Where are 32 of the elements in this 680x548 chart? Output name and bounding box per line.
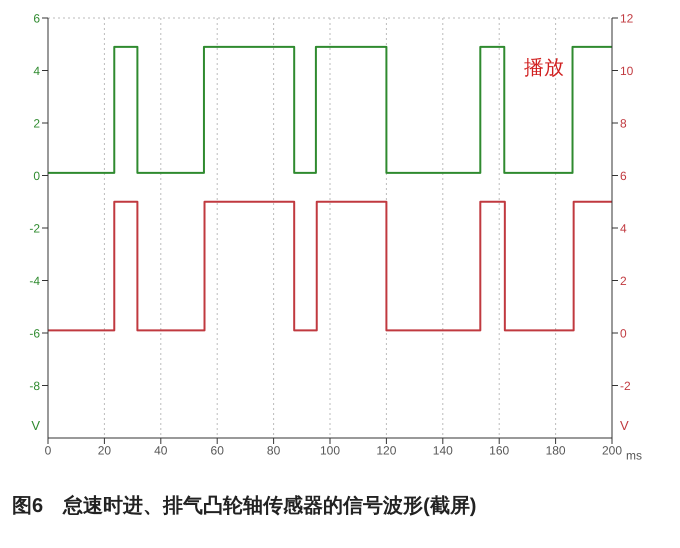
x-tick-label: 100	[320, 444, 340, 458]
x-tick-label: 20	[98, 444, 112, 458]
y2-tick-label: 4	[620, 221, 627, 236]
x-tick-label: 80	[266, 444, 281, 458]
y2-tick-label: 12	[620, 11, 634, 26]
y2-tick-label: 0	[620, 326, 627, 340]
y2-axis-title: V	[620, 418, 629, 433]
y2-tick-label: 2	[620, 274, 627, 288]
y2-tick-label: 10	[620, 64, 634, 78]
y-tick-label: 6	[33, 11, 40, 26]
y-tick-label: -8	[29, 378, 40, 393]
annotation: 播放	[524, 54, 564, 81]
y-tick-label: -6	[29, 326, 40, 340]
y-axis-title: V	[31, 418, 40, 433]
x-tick-label: 0	[44, 444, 52, 458]
text: 图6 怠速时进、排气凸轮轴传感器的信号波形(截屏)	[11, 494, 478, 519]
y-tick-label: -2	[29, 221, 40, 236]
y2-tick-label: 8	[620, 116, 627, 130]
x-tick-label: 160	[489, 444, 510, 458]
y2-tick-label: 6	[620, 168, 627, 183]
y2-tick-label: -2	[620, 378, 631, 393]
x-axis-title: ms	[626, 448, 642, 462]
y-tick-label: 4	[33, 64, 40, 78]
x-tick-label: 200	[602, 444, 622, 458]
y-tick-label: 0	[33, 168, 40, 183]
x-tick-label: 140	[432, 444, 454, 458]
x-tick-label: 60	[210, 444, 224, 458]
x-tick-label: 40	[154, 444, 168, 458]
y-tick-label: 2	[33, 116, 40, 130]
x-tick-label: 120	[376, 444, 397, 458]
x-tick-label: 180	[546, 444, 566, 458]
y-tick-label: -4	[29, 274, 40, 288]
